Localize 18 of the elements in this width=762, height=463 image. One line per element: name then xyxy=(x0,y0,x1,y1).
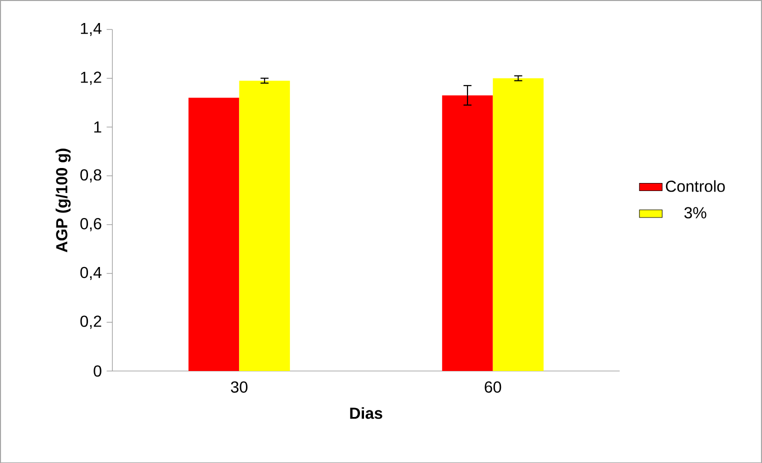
y-tick-label: 1 xyxy=(94,121,102,132)
x-axis-title: Dias xyxy=(350,407,382,419)
legend-label: 3% xyxy=(684,206,706,218)
y-tick-label: 0,8 xyxy=(80,169,102,182)
bar xyxy=(239,80,290,371)
bar xyxy=(188,98,240,371)
y-tick-label: 0,2 xyxy=(80,315,102,329)
x-tick-label: 60 xyxy=(484,381,502,393)
x-tick-label: 30 xyxy=(230,381,248,393)
y-axis-title: AGP (g/100 g) xyxy=(56,148,71,252)
legend-label: Controlo xyxy=(666,180,725,192)
y-tick-label: 1,4 xyxy=(80,22,102,36)
y-tick-label: 0 xyxy=(94,365,102,376)
y-tick-label: 0,4 xyxy=(80,266,102,280)
y-tick-label: 0,6 xyxy=(80,218,102,232)
bar xyxy=(442,95,493,371)
y-tick-label: 1,2 xyxy=(80,71,102,85)
bar xyxy=(492,78,544,371)
